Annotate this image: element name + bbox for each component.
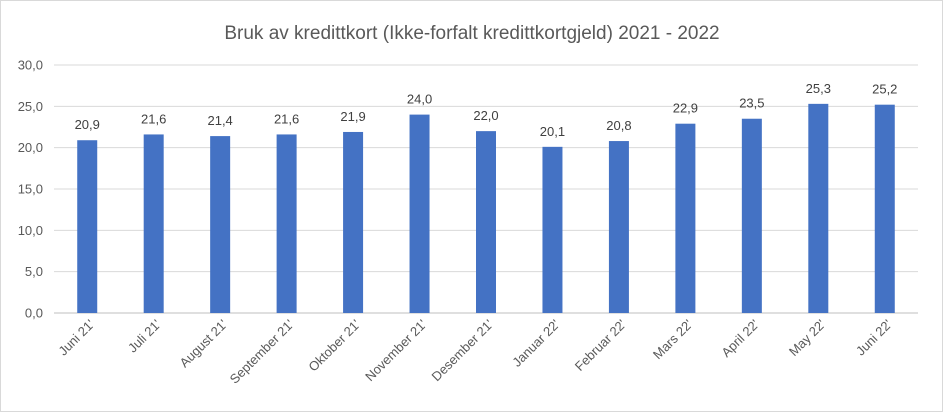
y-tick-label: 5,0 <box>25 264 43 279</box>
data-label: 20,9 <box>75 117 100 132</box>
y-tick-label: 20,0 <box>18 140 43 155</box>
bar <box>808 103 829 313</box>
y-tick-label: 15,0 <box>18 182 43 197</box>
bar <box>210 136 231 313</box>
data-label: 24,0 <box>407 92 432 107</box>
bar <box>741 118 762 313</box>
bar <box>143 134 164 313</box>
x-tick-label: Desember 21' <box>429 317 497 385</box>
y-tick-label: 0,0 <box>25 306 43 321</box>
data-label: 23,5 <box>739 96 764 111</box>
chart-title: Bruk av kredittkort (Ikke-forfalt kredit… <box>224 23 719 44</box>
data-labels: 20,9 21,6 21,4 21,6 21,9 24,0 22,0 20,1 20,8 22,9… <box>75 81 898 139</box>
data-label: 20,8 <box>606 118 631 133</box>
bar <box>409 114 430 313</box>
x-tick-label: September 21' <box>227 317 297 387</box>
x-tick-label: Mars 22' <box>650 317 696 363</box>
x-tick-label: May 22' <box>786 317 829 360</box>
data-label: 21,6 <box>141 111 166 126</box>
data-label: 20,1 <box>540 124 565 139</box>
x-tick-label: Februar 22' <box>572 317 629 374</box>
bar <box>675 123 696 314</box>
data-label: 22,0 <box>473 108 498 123</box>
y-tick-label: 10,0 <box>18 223 43 238</box>
y-axis-ticks: 0,0 5,0 10,0 15,0 20,0 25,0 30,0 <box>18 58 43 321</box>
x-axis-ticks: Juni 21' Juli 21' August 21'September 21' O… <box>55 317 895 387</box>
x-tick-label: August 21' <box>177 317 231 371</box>
bar <box>608 141 629 313</box>
bar <box>542 146 563 313</box>
bar <box>476 131 496 313</box>
data-label: 21,9 <box>340 109 365 124</box>
data-label: 25,2 <box>872 82 897 97</box>
x-tick-label: Oktober 21' <box>305 317 363 375</box>
y-tick-label: 25,0 <box>18 99 43 114</box>
x-tick-label: Juni 22' <box>853 317 895 359</box>
x-tick-label: Januar 22' <box>509 317 562 370</box>
x-tick-label: November 21' <box>362 317 430 385</box>
bar <box>874 104 895 314</box>
x-tick-label: April 22' <box>718 317 762 361</box>
data-label: 21,4 <box>207 113 232 128</box>
data-label: 22,9 <box>673 101 698 116</box>
data-label: 25,3 <box>806 81 831 96</box>
x-tick-label: Juni 21' <box>55 317 97 359</box>
y-tick-label: 30,0 <box>18 58 43 73</box>
x-tick-label: Juli 21' <box>125 317 164 356</box>
bar <box>77 140 98 313</box>
data-label: 21,6 <box>274 111 299 126</box>
bar <box>343 131 364 313</box>
bar <box>276 134 297 313</box>
bars <box>77 103 895 314</box>
